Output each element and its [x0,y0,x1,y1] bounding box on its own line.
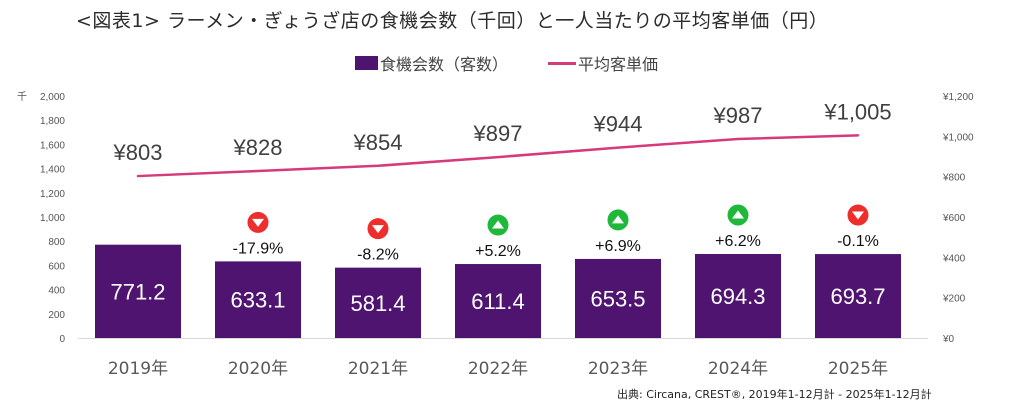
bar-value-label: 611.4 [471,289,524,314]
price-value-label: ¥803 [113,140,163,165]
right-axis-tick: ¥200 [942,294,966,305]
chart-title: <図表1> ラーメン・ぎょうざ店の食機会数（千回）と一人当たりの平均客単価（円） [76,10,829,32]
left-axis-unit: 千 [17,91,27,103]
price-value-label: ¥944 [593,112,643,137]
left-axis-tick: 1,000 [40,213,65,224]
price-value-label: ¥897 [473,121,523,146]
bar [215,261,301,338]
yoy-change-label: +6.2% [715,233,761,250]
down-arrow-icon [847,204,869,226]
bar [95,244,181,338]
bar [575,258,661,338]
price-value-label: ¥987 [713,103,763,128]
left-axis-tick: 1,400 [40,165,65,176]
down-arrow-icon [367,218,389,240]
yoy-change-label: +5.2% [475,243,521,260]
bar-value-label: 693.7 [830,284,885,309]
up-arrow-icon [487,214,509,236]
price-value-label: ¥1,005 [823,99,891,124]
x-axis-tick-label: 2022年 [468,359,528,379]
bar-value-label: 694.3 [710,284,765,309]
bar-value-label: 581.4 [350,291,405,316]
legend-bar-label: 食機会数（客数） [380,55,509,74]
bar-value-label: 653.5 [590,286,645,311]
bar-value-label: 633.1 [230,288,285,313]
legend-line-label: 平均客単価 [578,55,659,74]
yoy-change-label: -0.1% [837,233,879,250]
left-axis-tick: 1,800 [40,116,65,127]
up-arrow-icon [607,209,629,231]
right-axis-tick: ¥0 [942,334,955,345]
x-axis-tick-label: 2025年 [828,359,888,379]
right-axis-tick: ¥1,000 [942,132,974,143]
price-value-label: ¥828 [233,135,283,160]
x-axis-tick-label: 2020年 [228,359,288,379]
yoy-change-label: +6.9% [595,238,641,255]
bar [455,264,541,338]
bar [695,253,781,338]
bar [815,254,901,338]
left-axis-tick: 0 [59,334,65,345]
left-axis-tick: 200 [48,310,65,321]
left-axis-tick: 1,200 [40,189,65,200]
left-axis-tick: 400 [48,286,65,297]
left-axis-tick: 2,000 [40,92,65,103]
x-axis-tick-label: 2019年 [108,359,168,379]
right-axis-tick: ¥800 [942,173,966,184]
bar [335,267,421,338]
right-axis-tick: ¥1,200 [942,92,974,103]
left-axis-tick: 800 [48,237,65,248]
yoy-change-label: -17.9% [233,240,284,257]
price-value-label: ¥854 [353,130,403,155]
x-axis-tick-label: 2021年 [348,359,408,379]
bar-value-label: 771.2 [110,279,165,304]
right-axis-tick: ¥600 [942,213,966,224]
x-axis-tick-label: 2024年 [708,359,768,379]
left-axis-tick: 1,600 [40,140,65,151]
up-arrow-icon [727,204,749,226]
source-note: 出典: Circana, CREST®, 2019年1-12月計 - 2025年… [617,388,932,401]
left-axis-tick: 600 [48,261,65,272]
legend: 食機会数（客数） 平均客単価 [355,51,658,75]
down-arrow-icon [247,211,269,233]
right-axis-tick: ¥400 [942,253,966,264]
legend-line-swatch [548,61,577,65]
legend-bar-swatch [355,56,378,70]
yoy-change-label: -8.2% [357,247,399,264]
x-axis-tick-label: 2023年 [588,359,648,379]
